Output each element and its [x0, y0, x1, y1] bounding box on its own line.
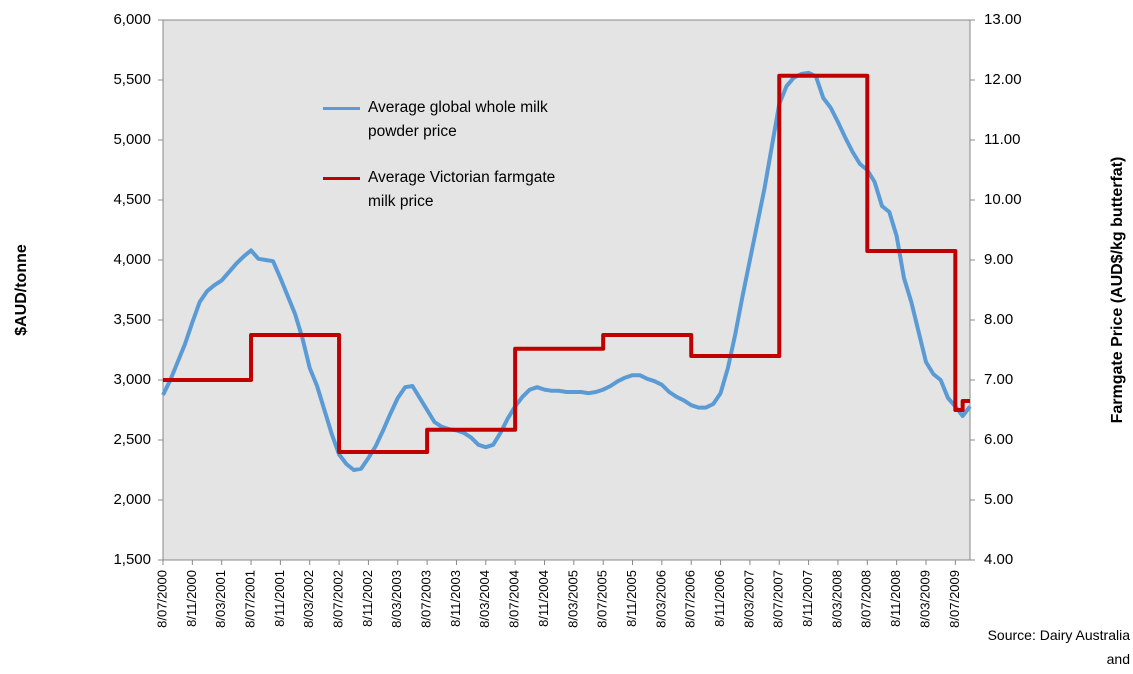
x-tick-label: 8/07/2009: [947, 570, 962, 628]
x-tick-label: 8/11/2000: [184, 570, 199, 627]
y-tick-label: 1,500: [113, 551, 151, 568]
x-tick-label: 8/11/2006: [712, 570, 727, 627]
x-tick-label: 8/03/2006: [653, 570, 668, 628]
source-note: Source: Dairy Australia and: [987, 627, 1130, 667]
x-tick-label: 8/11/2001: [272, 570, 287, 627]
x-tick-label: 8/03/2001: [213, 570, 228, 628]
y2-tick-label: 7.00: [984, 371, 1013, 388]
x-tick-label: 8/11/2005: [624, 570, 639, 627]
x-tick-label: 8/07/2002: [331, 570, 346, 628]
y2-tick-label: 13.00: [984, 11, 1022, 28]
y-tick-label: 2,000: [113, 491, 151, 508]
x-tick-label: 8/07/2000: [154, 570, 169, 628]
data-line: [163, 73, 970, 454]
y-tick-label: 4,500: [113, 191, 151, 208]
y2-tick-label: 6.00: [984, 431, 1013, 448]
y-tick-label: 4,000: [113, 251, 151, 268]
legend-label: Average Victorian farmgate milk price: [368, 169, 556, 210]
legend-swatch: [323, 107, 360, 110]
legend-swatch: [323, 177, 360, 180]
x-tick-label: 8/11/2004: [536, 570, 551, 627]
data-line: [161, 70, 972, 472]
y2-tick-label: 9.00: [984, 251, 1013, 268]
legend-item: Average global whole milk powder price: [323, 96, 583, 144]
legend-item: Average Victorian farmgate milk price: [323, 166, 583, 214]
y-tick-label: 5,500: [113, 71, 151, 88]
y2-tick-label: 5.00: [984, 491, 1013, 508]
x-tick-label: 8/11/2008: [888, 570, 903, 627]
x-tick-label: 8/03/2007: [741, 570, 756, 628]
y2-tick-label: 10.00: [984, 191, 1022, 208]
x-tick-label: 8/03/2004: [477, 570, 492, 628]
x-tick-label: 8/11/2007: [800, 570, 815, 627]
x-tick-label: 8/07/2008: [859, 570, 874, 628]
x-tick-label: 8/03/2009: [917, 570, 932, 628]
y2-tick-label: 12.00: [984, 71, 1022, 88]
x-tick-label: 8/03/2005: [565, 570, 580, 628]
y-tick-label: 5,000: [113, 131, 151, 148]
y-tick-label: 2,500: [113, 431, 151, 448]
legend-label: Average global whole milk powder price: [368, 99, 548, 140]
x-tick-label: 8/11/2003: [448, 570, 463, 627]
x-tick-label: 8/07/2004: [507, 570, 522, 628]
x-tick-label: 8/07/2007: [771, 570, 786, 628]
x-tick-label: 8/07/2003: [419, 570, 434, 628]
x-tick-label: 8/03/2002: [301, 570, 316, 628]
y2-tick-label: 8.00: [984, 311, 1013, 328]
plot-area: [162, 19, 971, 561]
x-tick-label: 8/07/2005: [595, 570, 610, 628]
y-tick-label: 6,000: [113, 11, 151, 28]
y2-tick-label: 11.00: [984, 131, 1020, 148]
y-axis-label: $AUD/tonne: [13, 244, 30, 336]
x-tick-label: 8/11/2002: [360, 570, 375, 627]
x-tick-label: 8/03/2008: [829, 570, 844, 628]
y2-axis-label: Farmgate Price (AUD$/kg butterfat): [1109, 157, 1126, 424]
y2-tick-label: 4.00: [984, 551, 1013, 568]
y-tick-label: 3,500: [113, 311, 151, 328]
x-tick-label: 8/07/2006: [683, 570, 698, 628]
x-tick-label: 8/03/2003: [389, 570, 404, 628]
x-tick-label: 8/07/2001: [242, 570, 257, 628]
y-tick-label: 3,000: [113, 371, 151, 388]
